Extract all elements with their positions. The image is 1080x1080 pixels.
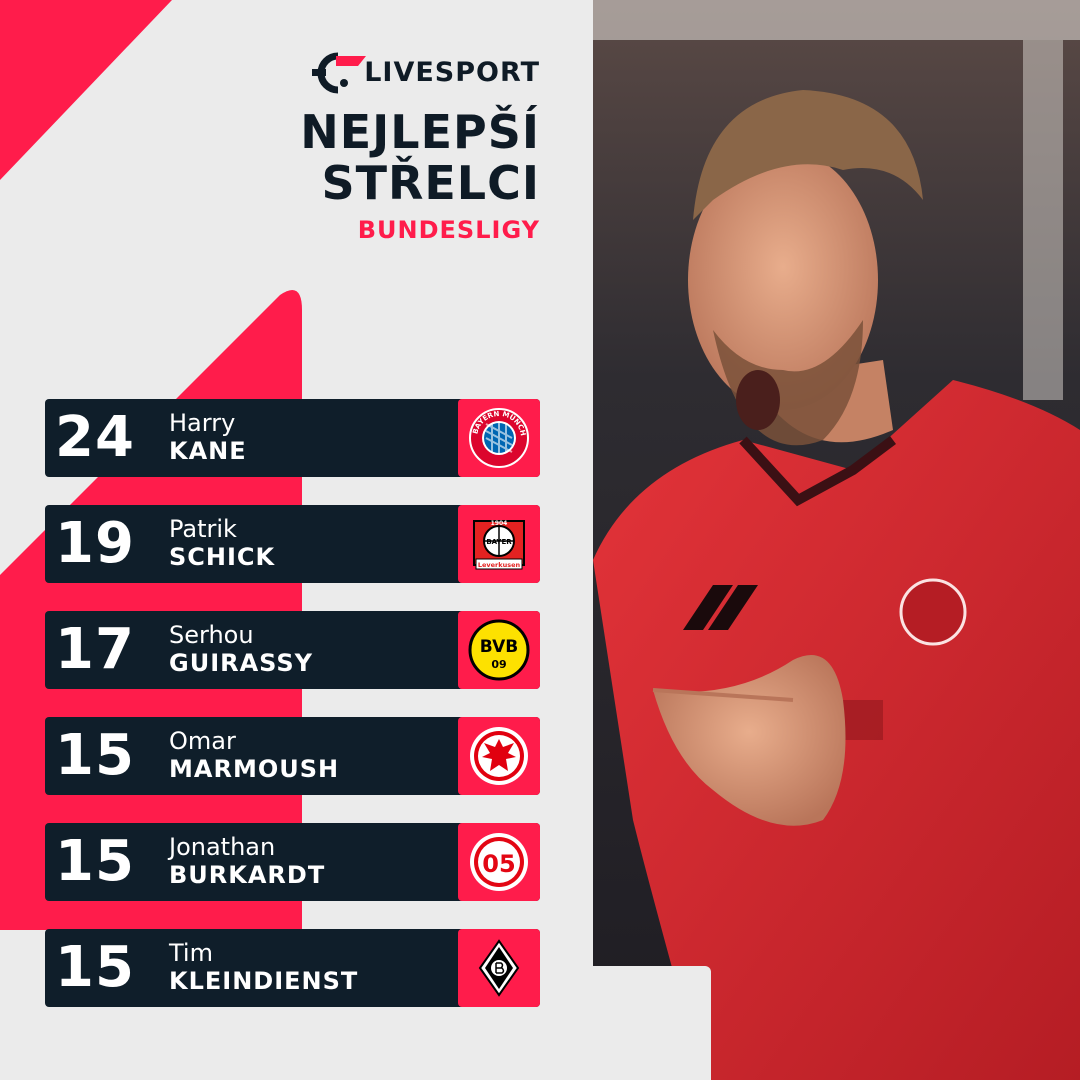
club-badge: 1904 BAYER Leverkusen (458, 505, 540, 583)
goals-count: 17 (55, 617, 135, 682)
player-last-name: GUIRASSY (169, 649, 314, 677)
player-last-name: SCHICK (169, 543, 276, 571)
player-name: Jonathan BURKARDT (169, 833, 325, 889)
bvb-09-crest-icon: BVB 09 (468, 619, 530, 681)
page-subtitle: BUNDESLIGY (357, 216, 540, 244)
player-name: Harry KANE (169, 409, 247, 465)
page-title-line-2: STŘELCI (321, 156, 540, 210)
player-first-name: Patrik (169, 515, 237, 543)
leverkusen-name: Leverkusen (478, 561, 521, 569)
club-badge (458, 717, 540, 795)
player-celebrating-photo (593, 0, 1080, 1080)
goals-count: 24 (55, 405, 135, 470)
bvb-number: 09 (491, 658, 506, 671)
scorer-row: 15 Jonathan BURKARDT 05 (45, 823, 540, 901)
goals-count: 15 (55, 935, 135, 1000)
scorer-row: 15 Omar MARMOUSH (45, 717, 540, 795)
leverkusen-year: 1904 (491, 520, 508, 527)
brand-name: LIVESPORT (364, 57, 540, 88)
club-badge: BVB 09 (458, 611, 540, 689)
player-photo (593, 0, 1080, 1080)
scorer-row: 19 Patrik SCHICK 1904 BAYER Leverkusen (45, 505, 540, 583)
player-first-name: Serhou (169, 621, 254, 649)
player-last-name: BURKARDT (169, 861, 326, 889)
player-first-name: Omar (169, 727, 236, 755)
scorer-row: 15 Tim KLEINDIENST (45, 929, 540, 1007)
club-badge (458, 929, 540, 1007)
page-title-line-1: NEJLEPŠÍ (300, 105, 540, 159)
goals-count: 15 (55, 723, 135, 788)
player-name: Serhou GUIRASSY (169, 621, 313, 677)
player-name: Patrik SCHICK (169, 515, 275, 571)
brand-logo-lockup: LIVESPORT (308, 50, 540, 96)
bvb-letters: BVB (480, 637, 518, 657)
player-last-name: KANE (169, 437, 247, 465)
bayer-leverkusen-crest-icon: 1904 BAYER Leverkusen (473, 520, 525, 570)
mainz-number: 05 (482, 850, 515, 878)
mainz-05-crest-icon: 05 (470, 833, 528, 891)
scorer-row: 24 Harry KANE FC BAYERN MÜNCHEN (45, 399, 540, 477)
player-name: Tim KLEINDIENST (169, 939, 358, 995)
player-name: Omar MARMOUSH (169, 727, 339, 783)
eintracht-frankfurt-crest-icon (470, 727, 528, 785)
player-first-name: Jonathan (169, 833, 276, 861)
scorer-row: 17 Serhou GUIRASSY BVB 09 (45, 611, 540, 689)
player-first-name: Harry (169, 409, 236, 437)
club-badge: 05 (458, 823, 540, 901)
borussia-monchengladbach-crest-icon (478, 939, 520, 997)
photo-corner-cutout (593, 966, 711, 1080)
player-first-name: Tim (169, 939, 213, 967)
leverkusen-bayer: BAYER (486, 538, 512, 546)
club-badge: FC BAYERN MÜNCHEN (458, 399, 540, 477)
goals-count: 19 (55, 511, 135, 576)
livesport-logo-icon (312, 52, 366, 94)
corner-stripe (0, 0, 172, 180)
fc-bayern-munchen-crest-icon: FC BAYERN MÜNCHEN (468, 407, 529, 468)
player-last-name: MARMOUSH (169, 755, 340, 783)
goals-count: 15 (55, 829, 135, 894)
player-last-name: KLEINDIENST (169, 967, 359, 995)
